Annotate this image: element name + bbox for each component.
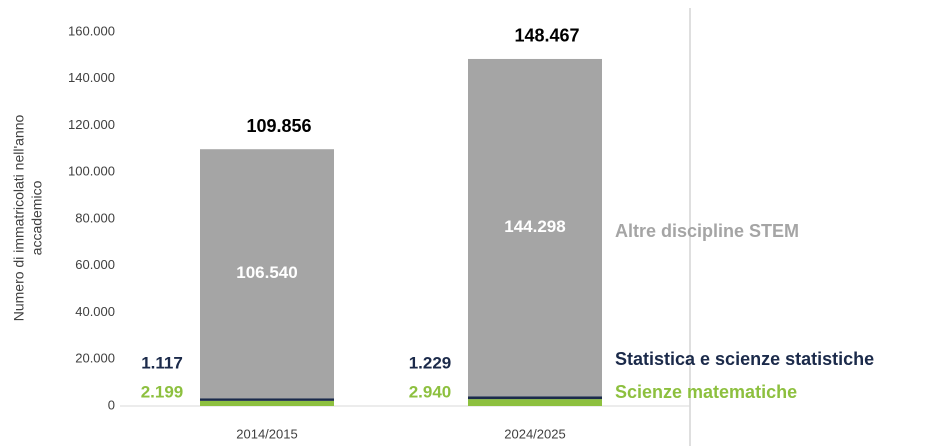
y-tick-label: 120.000 <box>68 117 115 132</box>
y-tick-label: 160.000 <box>68 23 115 38</box>
legend-label: Statistica e scienze statistiche <box>615 349 874 369</box>
x-tick-label: 2024/2025 <box>504 426 565 441</box>
value-label: 144.298 <box>504 217 565 236</box>
bar-segment <box>468 399 602 406</box>
total-label: 148.467 <box>514 26 579 46</box>
y-tick-label: 60.000 <box>75 257 115 272</box>
legend-label: Altre discipline STEM <box>615 221 799 241</box>
bar-segment <box>468 58 602 397</box>
bar-segment <box>200 149 334 399</box>
legend-label: Scienze matematiche <box>615 382 797 402</box>
y-tick-label: 140.000 <box>68 70 115 85</box>
y-tick-label: 100.000 <box>68 164 115 179</box>
value-label: 106.540 <box>236 263 297 282</box>
total-label: 109.856 <box>246 116 311 136</box>
value-label: 1.229 <box>409 353 452 372</box>
x-tick-label: 2014/2015 <box>236 426 297 441</box>
y-tick-label: 20.000 <box>75 351 115 366</box>
value-label: 1.117 <box>141 353 183 372</box>
value-label: 2.199 <box>141 382 184 401</box>
y-axis-title: Numero di immatricolati nell'anno <box>11 115 27 322</box>
y-axis-title: accademico <box>29 180 45 255</box>
y-tick-label: 0 <box>108 397 115 412</box>
y-tick-label: 40.000 <box>75 304 115 319</box>
value-label: 2.940 <box>409 382 452 401</box>
bar-segment <box>200 398 334 401</box>
bar-segment <box>468 396 602 400</box>
y-tick-label: 80.000 <box>75 210 115 225</box>
bar-segment <box>200 400 334 406</box>
